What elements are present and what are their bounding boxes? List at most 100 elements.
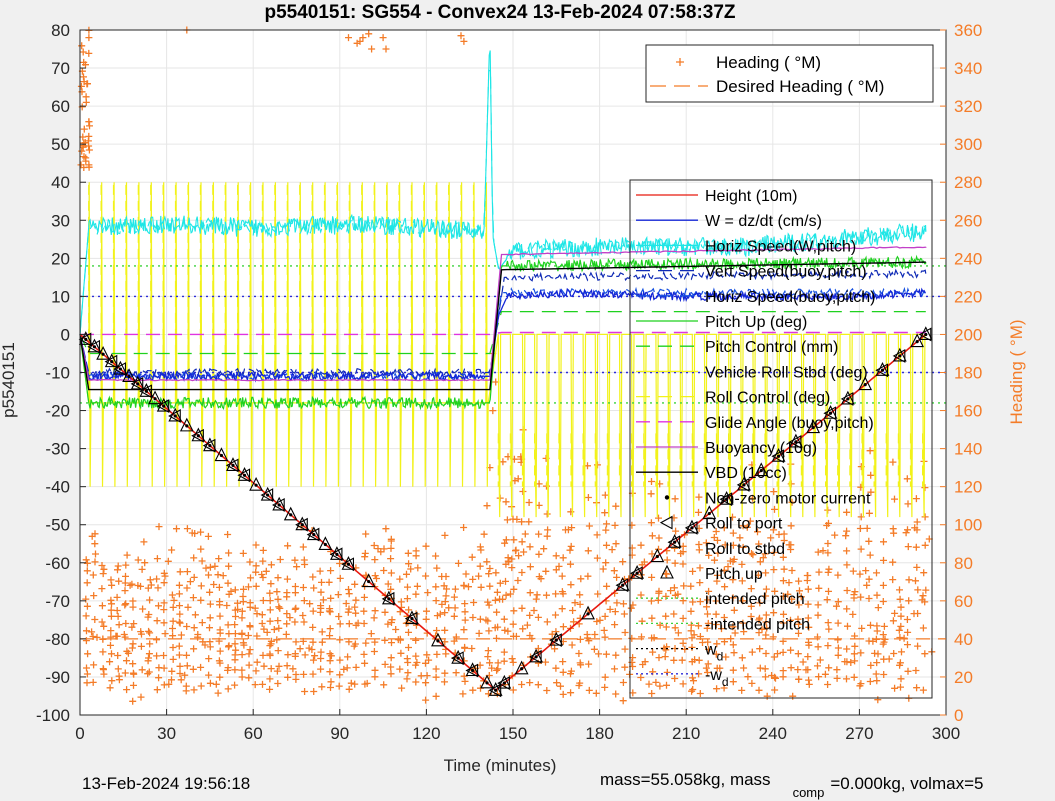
pitch-up-marker [549,631,564,646]
roll-to-port-marker [549,633,562,648]
pitch-up-marker [306,526,321,541]
roll-to-port-marker [306,527,320,542]
pitch-up-marker [892,347,907,362]
y-tick-label-right: 140 [954,440,982,459]
y-tick-label-right: 240 [954,249,982,268]
pitch-up-marker [104,353,119,368]
motor-current-dot [300,523,304,527]
legend-main-label: Horiz Speed(W,pitch) [705,238,856,255]
motor-current-dot [725,497,729,501]
roll-to-port-marker [736,477,750,492]
x-axis-label: Time (minutes) [444,756,557,775]
pitch-up-marker [630,565,645,579]
roll-to-port-marker [667,535,681,550]
motor-current-dot [485,681,489,685]
pitch-up-marker [130,375,145,390]
y-tick-label-right: 220 [954,287,982,306]
y-tick-label-right: 260 [954,211,982,230]
pitch-up-marker [260,486,275,501]
motor-current-dot [707,511,711,516]
motor-current-dot [794,440,798,444]
pitch-up-marker [330,546,344,560]
roll-to-port-marker [139,384,152,399]
pitch-up-marker [113,360,128,375]
roll-to-port-marker [237,468,251,483]
pitch-up-marker [272,496,287,511]
pitch-up-marker [910,333,925,348]
legend-main-label: W = dz/dt (cm/s) [705,213,822,230]
roll-to-port-marker [168,409,181,423]
x-tick-label: 270 [845,724,873,743]
pitch-up-marker [497,674,512,689]
y-tick-label-left: -10 [45,364,70,383]
pitch-up-marker [789,433,803,448]
pitch-up-marker [823,405,838,419]
y-tick-label-left: 60 [51,97,70,116]
pitch-up-marker [702,505,717,520]
motor-current-dot [254,483,258,487]
y-tick-label-left: 70 [51,59,70,78]
x-tick-label: 180 [585,724,613,743]
pitch-up-marker [581,605,595,620]
legend-heading-label: Desired Heading ( °M) [716,77,884,96]
y-tick-label-left: 40 [51,173,70,192]
pitch-up-marker [168,407,183,422]
pitch-up-marker [148,390,162,405]
motor-current-dot [335,552,339,556]
pitch-up-marker [719,490,734,505]
motor-current-dot [84,337,88,341]
y-tick-label-left: -70 [45,592,70,611]
roll-to-port-marker [771,449,785,464]
legend-heading-label: Heading ( °M) [716,53,821,72]
x-tick-label: 210 [672,724,700,743]
motor-current-dot [621,583,625,587]
roll-to-port-marker [341,557,355,572]
legend-main-label: Vert Speed(buoy,pitch) [705,264,867,281]
legend-dot-icon [664,495,670,500]
roll-to-port-marker [892,349,906,363]
x-tick-label: 300 [932,724,960,743]
motor-current-dot [277,503,281,507]
y-tick-label-left: 20 [51,249,70,268]
data-layer [77,26,946,705]
roll-to-port-marker [202,438,216,453]
motor-current-dot [554,638,558,642]
legend-main-label: intended pitch [705,591,805,608]
motor-current-dot [101,352,105,356]
pitch-up-marker [179,417,194,432]
pitch-up-marker [840,390,855,405]
pitch-up-marker [465,662,480,677]
pitch-up-marker [667,533,682,548]
pitch-up-marker [203,437,217,452]
y-tick-label-left: -80 [45,630,70,649]
motor-current-dot [144,389,148,393]
motor-current-dot [185,424,189,428]
x-tick-label: 0 [75,724,84,743]
roll-to-port-marker [329,547,343,562]
pitch-up-marker [806,419,821,434]
roll-series [79,182,926,518]
roll-to-port-marker [465,663,479,678]
pitch-up-marker [451,649,466,664]
vbd-line [79,261,926,391]
roll-to-port-marker [78,332,92,347]
legend-main-label: Non-zero motor current [705,490,871,507]
pitch-up-marker [191,427,206,442]
x-tick-label: 120 [412,724,440,743]
roll-to-port-marker [719,492,733,507]
roll-to-port-marker [87,339,100,354]
motor-current-dot [219,453,224,458]
pitch-up-marker [122,368,136,383]
footer-mass-b: =0.000kg, volmax=5 [830,774,983,793]
y-tick-label-right: 80 [954,554,973,573]
motor-current-dot [534,655,538,659]
y-tick-label-left: -20 [45,402,70,421]
legend-main: Height (10m) W = dz/dt (cm/s) Horiz Speed(… [629,179,933,699]
pitch-up-marker [237,467,252,481]
legend-main-label: Roll to port [705,516,783,533]
roll-to-port-marker [875,363,889,378]
roll-to-port-marker [295,517,308,532]
y-tick-label-right: 0 [954,706,963,725]
roll-to-port-marker [113,362,126,376]
